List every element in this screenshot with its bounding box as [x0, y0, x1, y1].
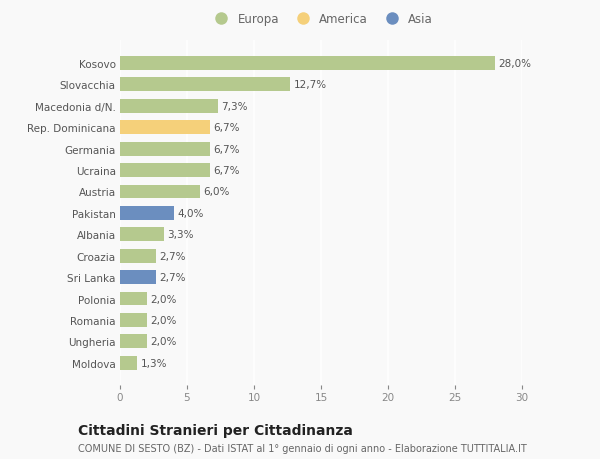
Text: 6,7%: 6,7%: [213, 123, 239, 133]
Text: 28,0%: 28,0%: [499, 59, 532, 69]
Text: 3,3%: 3,3%: [167, 230, 194, 240]
Text: 1,3%: 1,3%: [141, 358, 167, 368]
Text: 6,7%: 6,7%: [213, 145, 239, 154]
Text: 6,0%: 6,0%: [204, 187, 230, 197]
Text: 2,0%: 2,0%: [150, 294, 176, 304]
Bar: [120, 249, 156, 263]
Bar: [120, 270, 156, 285]
Bar: [120, 57, 495, 71]
Bar: [120, 78, 290, 92]
Text: COMUNE DI SESTO (BZ) - Dati ISTAT al 1° gennaio di ogni anno - Elaborazione TUTT: COMUNE DI SESTO (BZ) - Dati ISTAT al 1° …: [78, 443, 527, 453]
Bar: [120, 142, 210, 157]
Text: 12,7%: 12,7%: [293, 80, 326, 90]
Text: 6,7%: 6,7%: [213, 166, 239, 176]
Text: 2,7%: 2,7%: [160, 251, 186, 261]
Text: Cittadini Stranieri per Cittadinanza: Cittadini Stranieri per Cittadinanza: [78, 423, 353, 437]
Text: 4,0%: 4,0%: [177, 208, 203, 218]
Bar: [120, 335, 147, 348]
Bar: [120, 292, 147, 306]
Text: 2,7%: 2,7%: [160, 273, 186, 282]
Bar: [120, 313, 147, 327]
Bar: [120, 228, 164, 242]
Text: 2,0%: 2,0%: [150, 315, 176, 325]
Bar: [120, 121, 210, 135]
Bar: [120, 164, 210, 178]
Text: 2,0%: 2,0%: [150, 336, 176, 347]
Bar: [120, 185, 200, 199]
Bar: [120, 100, 218, 113]
Bar: [120, 207, 173, 220]
Text: 7,3%: 7,3%: [221, 101, 248, 112]
Legend: Europa, America, Asia: Europa, America, Asia: [206, 9, 436, 29]
Bar: [120, 356, 137, 370]
